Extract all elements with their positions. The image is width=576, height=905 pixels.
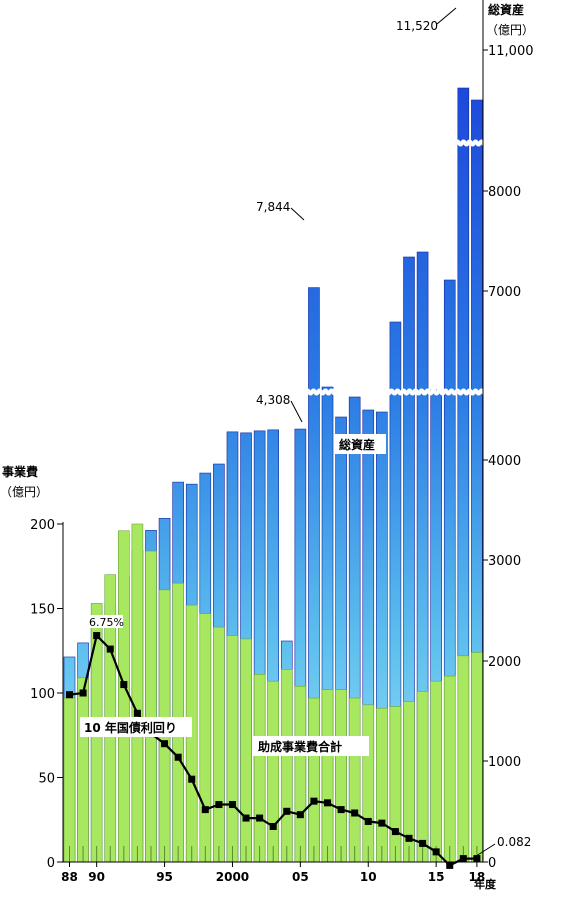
grant-bar [348, 697, 361, 863]
left-tick-label: 100 [30, 687, 55, 702]
right-tick-label: 0 [488, 856, 496, 871]
x-tick-label: 05 [292, 870, 309, 884]
yield-point [66, 691, 73, 699]
yield-point [106, 645, 114, 653]
yield-point [459, 855, 467, 863]
axis-break [304, 388, 530, 396]
yield-point [242, 814, 250, 822]
yield-point [256, 814, 264, 822]
grant-bar [145, 550, 157, 863]
grant-bar [389, 706, 402, 863]
grant-bar [118, 530, 130, 863]
yield-point [432, 848, 440, 856]
grant-bar [280, 669, 293, 863]
grant-bar [376, 707, 388, 863]
annotation-0-082: 0.082 [497, 835, 531, 849]
grant-bar [240, 638, 252, 863]
x-tick-label: 90 [88, 870, 105, 884]
yield-point [364, 817, 372, 825]
yield-point [188, 775, 196, 783]
grant-bar [308, 697, 320, 863]
x-axis-unit: 年度 [474, 877, 497, 891]
yield-point [269, 823, 277, 831]
grant-bar [63, 697, 76, 863]
yield-point [405, 834, 413, 842]
x-tick-label: 88 [61, 870, 78, 884]
yield-point [228, 801, 236, 809]
x-tick-label: 10 [360, 870, 377, 884]
yield-point [351, 809, 359, 817]
grant-bar [213, 626, 225, 863]
x-tick-label: 18 [469, 870, 486, 884]
grant-bar [294, 685, 307, 863]
annotation-11520: 11,520 [396, 19, 438, 33]
grant-bar [77, 677, 89, 863]
grant-bar [416, 691, 429, 863]
yield-point [120, 681, 128, 689]
yield-point [201, 806, 209, 814]
yield-point [378, 819, 386, 827]
label-grants: 助成事業費合計 [258, 739, 342, 754]
yield-point [446, 861, 454, 869]
right-axis-title: 総資産 [488, 2, 524, 17]
grant-bar [362, 704, 375, 863]
grant-bar [253, 674, 266, 863]
left-tick-label: 50 [38, 772, 55, 787]
yield-point [93, 632, 101, 640]
yield-line-layer [66, 632, 481, 869]
label-yield: 10 年国債利回り [84, 720, 177, 735]
axis-break [424, 139, 494, 147]
right-tick-label: 2000 [488, 655, 521, 670]
left-tick-label: 150 [30, 603, 55, 618]
yield-point [161, 740, 169, 748]
right-tick-label: 1000 [488, 755, 521, 770]
yield-point [283, 807, 291, 815]
grant-bar [335, 689, 347, 863]
grant-bar [471, 652, 483, 863]
label-assets: 総資産 [339, 437, 375, 452]
right-tick-label: 11,000 [488, 44, 534, 59]
grant-bar [199, 613, 212, 863]
right-tick-label: 8000 [488, 185, 521, 200]
yield-point [310, 797, 318, 805]
yield-point [296, 811, 304, 819]
left-axis: 0 50 100 150 200 事業費 （億円） [0, 464, 64, 871]
grant-bar [226, 635, 239, 863]
annotations: 7,844 4,308 11,520 6.75% 0.082 [87, 7, 531, 859]
left-axis-unit: （億円） [0, 485, 48, 499]
annotation-7844: 7,844 [256, 200, 290, 214]
grant-bar [131, 523, 144, 863]
grant-bar [321, 689, 334, 863]
right-tick-label: 7000 [488, 285, 521, 300]
yield-point [419, 839, 427, 847]
grant-bar [443, 675, 456, 863]
yield-point [79, 689, 87, 697]
yield-point [391, 828, 399, 836]
right-axis-unit: （億円） [486, 23, 534, 37]
right-tick-label: 4000 [488, 454, 521, 469]
x-tick-label: 2000 [216, 870, 249, 884]
yield-point [215, 801, 223, 809]
yield-point [473, 855, 481, 863]
left-tick-label: 200 [30, 518, 55, 533]
annotation-4308: 4,308 [256, 393, 290, 407]
x-tick-label: 95 [156, 870, 173, 884]
annotation-6-75: 6.75% [89, 616, 124, 629]
grant-bar [430, 680, 442, 863]
right-tick-label: 3000 [488, 554, 521, 569]
yield-point [324, 799, 332, 807]
yield-point [133, 709, 141, 717]
left-axis-title: 事業費 [2, 464, 38, 479]
left-tick-label: 0 [47, 856, 55, 871]
x-tick-label: 15 [428, 870, 445, 884]
axis-breaks [304, 139, 530, 396]
yield-point [174, 753, 182, 761]
grant-bar [267, 680, 280, 863]
right-axis: 0 1000 2000 3000 4000 7000 8000 11,000 総資産 （億円） [482, 0, 534, 871]
x-axis: 88 90 95 2000 05 10 15 18 年度 [61, 861, 497, 891]
yield-point [337, 806, 345, 814]
series-labels: 総資産 助成事業費合計 10 年国債利回り [80, 434, 386, 756]
grant-bar [457, 655, 470, 863]
